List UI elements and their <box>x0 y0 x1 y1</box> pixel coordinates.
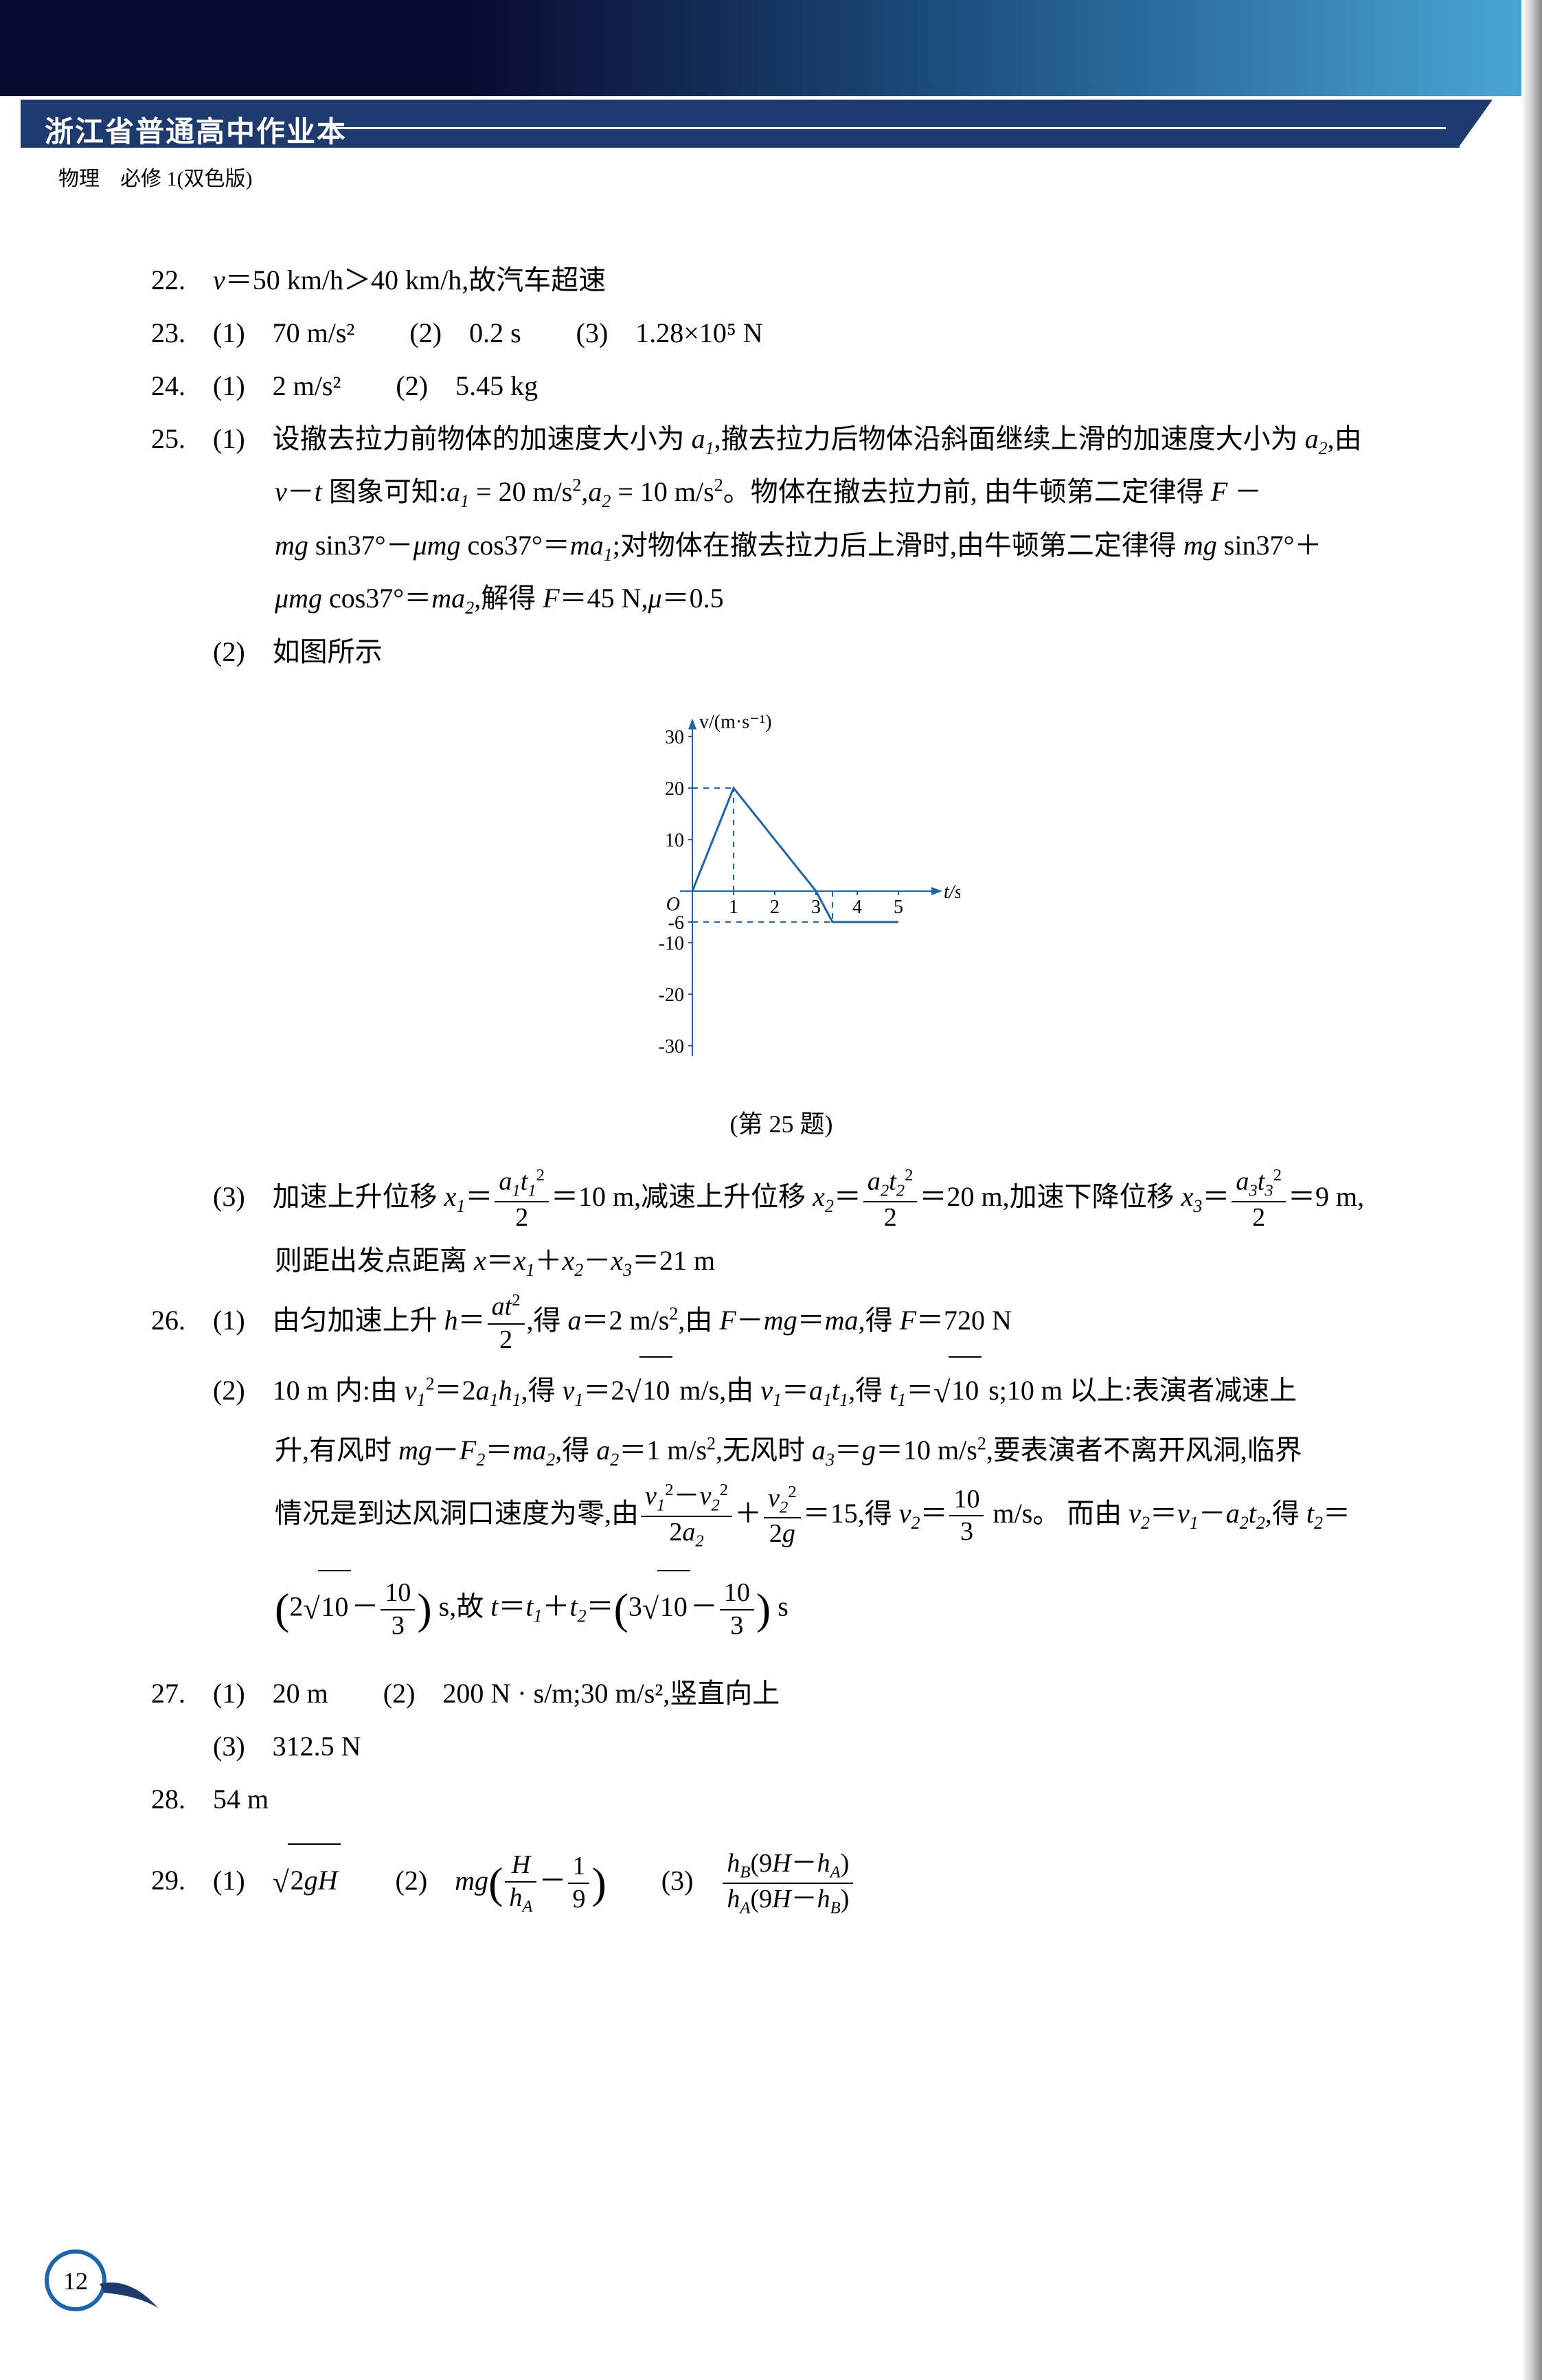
answer-29: 29.(1) 2gH (2) mg(HhA－19) (3) hB(9H－hA)h… <box>89 1826 1473 1940</box>
svg-text:1: 1 <box>729 897 738 918</box>
svg-text:v/(m·s⁻¹): v/(m·s⁻¹) <box>699 711 772 732</box>
answer-22: 22.v＝50 km/h＞40 km/h,故汽车超速 <box>89 254 1473 306</box>
answer-25-part1-c: mg sin37°－μmg cos37°＝ma1;对物体在撤去拉力后上滑时,由牛… <box>89 519 1473 572</box>
svg-text:12: 12 <box>63 2267 88 2295</box>
graph-25: 10 20 30 -6-10 -20 -30 1 2 3 4 5 Ov/(m·s⁻¹) t/s (第 2… <box>89 699 1473 1147</box>
svg-text:2: 2 <box>770 897 780 918</box>
svg-text:5: 5 <box>894 897 903 918</box>
svg-text:30: 30 <box>665 727 684 748</box>
svg-text:-6: -6 <box>668 912 683 934</box>
header-band-end <box>1458 100 1493 148</box>
answer-23: 23.(1) 70 m/s² (2) 0.2 s (3) 1.28×10⁵ N <box>89 307 1473 359</box>
answer-25-part1-d: μmg cos37°＝ma2,解得 F＝45 N,μ＝0.5 <box>89 572 1473 625</box>
graph-25-caption: (第 25 题) <box>89 1101 1473 1147</box>
svg-text:-20: -20 <box>658 985 683 1006</box>
scan-edge <box>1521 0 1542 2380</box>
svg-text:10: 10 <box>665 830 684 851</box>
svg-text:-30: -30 <box>658 1036 683 1057</box>
content-area: 22.v＝50 km/h＞40 km/h,故汽车超速 23.(1) 70 m/s… <box>89 254 1473 1941</box>
answer-26-part1: 26.(1) 由匀加速上升 h＝at22,得 a＝2 m/s2,由 F－mg＝m… <box>89 1288 1473 1356</box>
answer-25-part1-b: v－t 图象可知:a1 = 20 m/s2,a2 = 10 m/s2。物体在撤去… <box>89 466 1473 518</box>
answer-24: 24.(1) 2 m/s² (2) 5.45 kg <box>89 360 1473 412</box>
subtitle: 物理 必修 1(双色版) <box>58 161 252 192</box>
answer-25-part2: (2) 如图所示 <box>89 626 1473 678</box>
answer-25-part3: (3) 加速上升位移 x1＝a1t122＝10 m,减速上升位移 x2＝a2t2… <box>89 1161 1473 1234</box>
header-line <box>330 127 1446 129</box>
page-number-badge: 12 <box>41 2246 165 2315</box>
svg-text:O: O <box>666 894 679 915</box>
answer-25-part3-b: 则距出发点距离 x＝x1＋x2－x3＝21 m <box>89 1235 1473 1287</box>
svg-text:4: 4 <box>852 897 862 918</box>
answer-26-part2-d: (210－103) s,故 t＝t1＋t2＝(310－103) s <box>89 1552 1473 1666</box>
answer-25-part1: 25.(1) 设撤去拉力前物体的加速度大小为 a1,撤去拉力后物体沿斜面继续上滑… <box>89 413 1473 465</box>
answer-27-part1: 27.(1) 20 m (2) 200 N · s/m;30 m/s²,竖直向上 <box>89 1668 1473 1720</box>
answer-26-part2-c: 情况是到达风洞口速度为零,由v12－v222a2＋v222g＝15,得 v2＝1… <box>89 1478 1473 1552</box>
svg-text:3: 3 <box>811 897 821 918</box>
answer-28: 28.54 m <box>89 1773 1473 1826</box>
svg-text:t/s: t/s <box>944 882 960 903</box>
svg-text:-10: -10 <box>658 933 683 954</box>
series-title: 浙江省普通高中作业本 <box>45 109 347 150</box>
svg-text:20: 20 <box>665 778 684 800</box>
answer-26-part2-a: (2) 10 m 内:由 v12＝2a1h1,得 v1＝210 m/s,由 v1… <box>89 1356 1473 1424</box>
vt-graph: 10 20 30 -6-10 -20 -30 1 2 3 4 5 Ov/(m·s⁻¹) t/s <box>603 699 960 1084</box>
answer-26-part2-b: 升,有风时 mg－F2＝ma2,得 a2＝1 m/s2,无风时 a3＝g＝10 … <box>89 1424 1473 1477</box>
answer-27-part2: (3) 312.5 N <box>89 1720 1473 1773</box>
header-gradient <box>0 0 1542 96</box>
